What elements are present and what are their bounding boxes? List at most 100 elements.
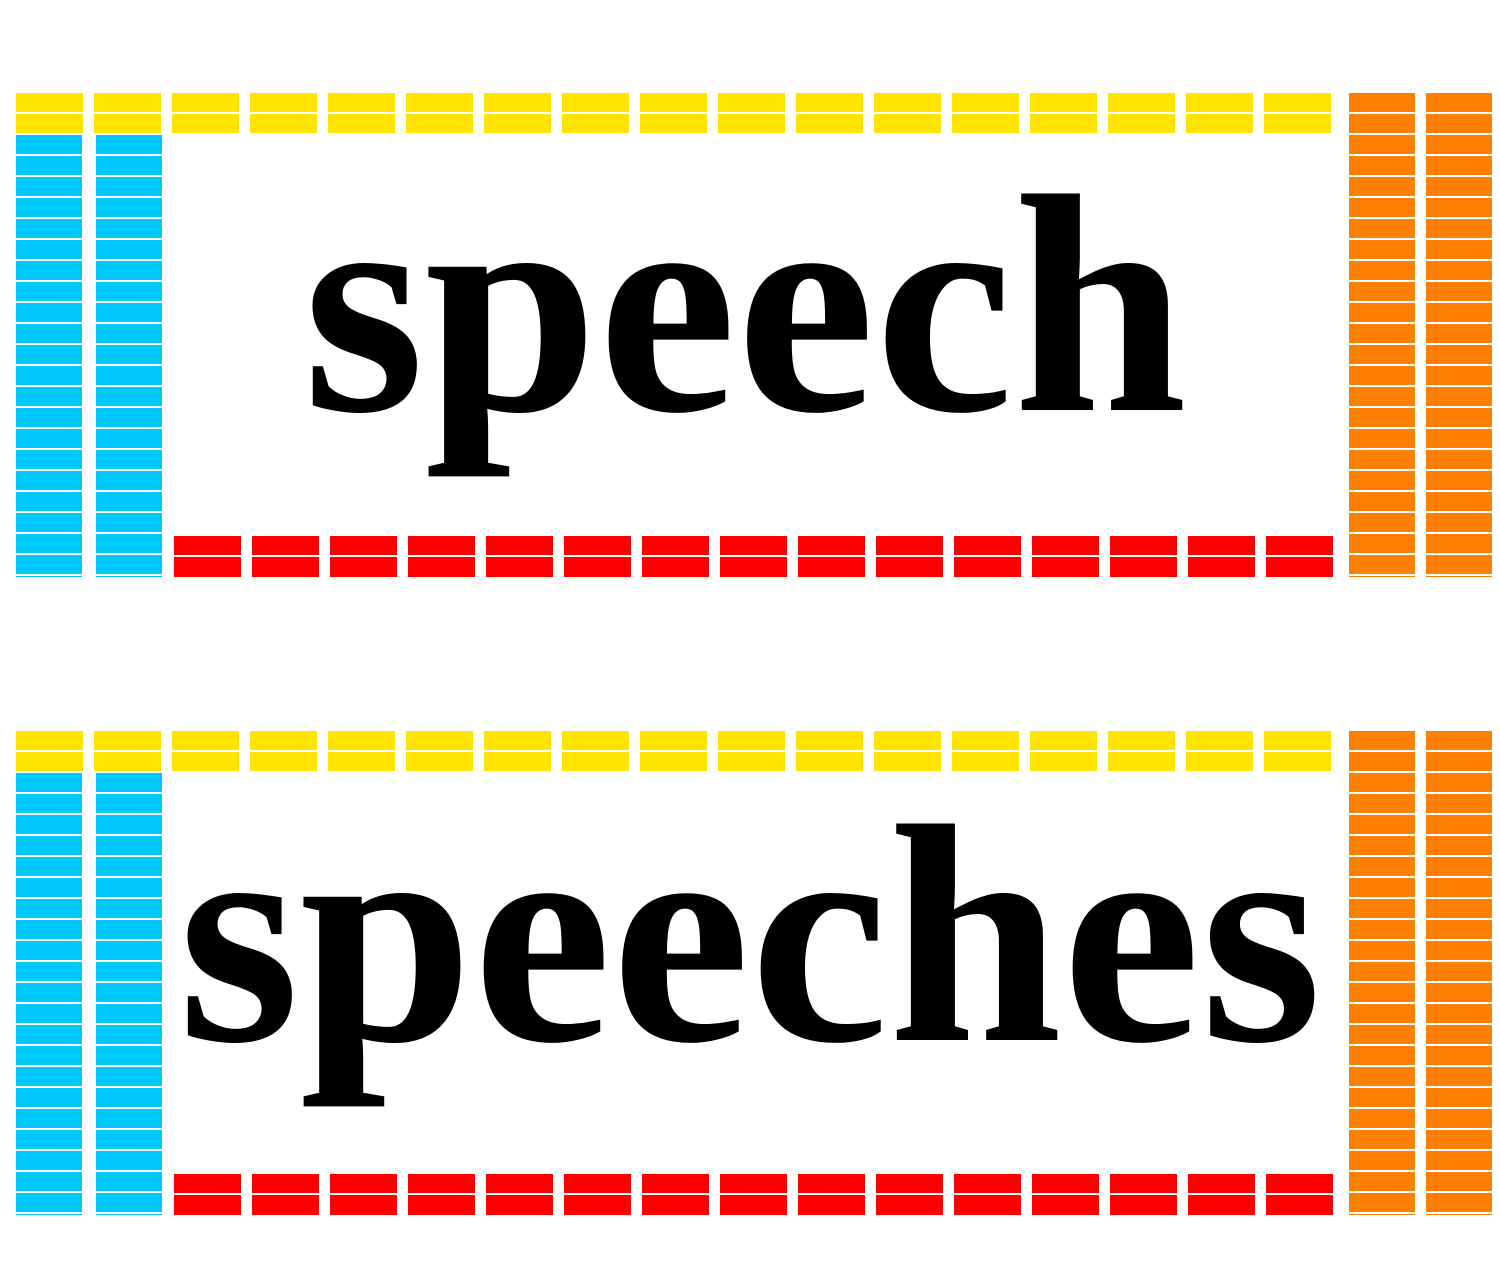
blue-tile <box>16 1088 82 1107</box>
red-tile <box>1032 1195 1099 1215</box>
orange-tile <box>1349 555 1415 574</box>
orange-tile <box>1349 114 1415 133</box>
yellow-tile <box>640 752 707 771</box>
yellow-tile <box>484 731 551 750</box>
yellow-tile <box>952 114 1019 133</box>
orange-tile <box>1426 219 1492 238</box>
red-tile <box>876 1195 943 1215</box>
blue-tile <box>16 920 82 939</box>
red-tile <box>408 1174 475 1193</box>
red-tile <box>252 1174 319 1193</box>
red-tile <box>642 557 709 577</box>
orange-tile <box>1349 156 1415 175</box>
orange-tile <box>1349 731 1415 750</box>
blue-tile <box>16 429 82 448</box>
orange-tile <box>1426 857 1492 876</box>
yellow-tile <box>1264 93 1331 112</box>
blue-tile <box>96 920 162 939</box>
orange-tile <box>1426 752 1492 771</box>
blue-tile <box>96 366 162 385</box>
red-tile <box>1266 536 1333 555</box>
orange-tile <box>1349 492 1415 511</box>
yellow-tile <box>1186 114 1253 133</box>
red-tile <box>486 557 553 577</box>
red-tile <box>486 1174 553 1193</box>
red-tile <box>1110 557 1177 577</box>
red-tile <box>174 557 241 577</box>
red-tile <box>720 1195 787 1215</box>
orange-tile <box>1426 114 1492 133</box>
blue-tile <box>16 177 82 196</box>
red-tile <box>798 1174 865 1193</box>
yellow-tile <box>328 731 395 750</box>
red-tile <box>408 1195 475 1215</box>
blue-tile <box>16 135 82 154</box>
orange-tile <box>1426 261 1492 280</box>
blue-tile <box>96 555 162 574</box>
blue-tile <box>16 1046 82 1065</box>
blue-tile <box>96 857 162 876</box>
orange-tile <box>1426 1025 1492 1044</box>
orange-tile <box>1426 429 1492 448</box>
yellow-tile <box>172 114 239 133</box>
blue-tile <box>16 815 82 834</box>
blue-tile <box>96 983 162 1002</box>
yellow-tile <box>406 114 473 133</box>
yellow-tile <box>1108 114 1175 133</box>
blue-tile <box>96 794 162 813</box>
blue-tile <box>96 962 162 981</box>
orange-tile <box>1349 815 1415 834</box>
yellow-tile <box>562 731 629 750</box>
yellow-tile <box>874 93 941 112</box>
blue-tile <box>16 156 82 175</box>
red-tile <box>252 557 319 577</box>
card-border <box>16 731 1492 1215</box>
orange-tile <box>1349 773 1415 792</box>
orange-tile <box>1349 1109 1415 1128</box>
red-tile <box>876 536 943 555</box>
red-tile <box>1032 557 1099 577</box>
red-tile <box>798 557 865 577</box>
yellow-tile <box>796 752 863 771</box>
yellow-tile <box>172 93 239 112</box>
orange-tile <box>1426 555 1492 574</box>
yellow-tile <box>874 752 941 771</box>
yellow-tile <box>250 114 317 133</box>
yellow-tile <box>874 114 941 133</box>
blue-tile <box>96 450 162 469</box>
blue-tile <box>16 198 82 217</box>
blue-tile <box>16 983 82 1002</box>
yellow-tile <box>94 731 161 750</box>
yellow-tile <box>1186 731 1253 750</box>
yellow-tile <box>1030 114 1097 133</box>
blue-tile <box>96 1004 162 1023</box>
blue-tile <box>16 471 82 490</box>
blue-tile <box>16 773 82 792</box>
blue-tile <box>16 836 82 855</box>
orange-tile <box>1349 366 1415 385</box>
orange-tile <box>1349 1004 1415 1023</box>
blue-tile <box>96 513 162 532</box>
blue-tile <box>96 1130 162 1149</box>
red-tile <box>798 536 865 555</box>
orange-tile <box>1349 387 1415 406</box>
red-tile <box>1266 557 1333 577</box>
orange-tile <box>1426 492 1492 511</box>
blue-tile <box>96 1046 162 1065</box>
orange-tile <box>1349 1025 1415 1044</box>
red-tile <box>1266 1174 1333 1193</box>
blue-tile <box>96 836 162 855</box>
yellow-tile <box>1030 731 1097 750</box>
blue-tile <box>96 303 162 322</box>
orange-tile <box>1349 1067 1415 1086</box>
orange-tile <box>1426 1046 1492 1065</box>
yellow-tile <box>328 93 395 112</box>
yellow-tile <box>874 731 941 750</box>
blue-tile <box>16 899 82 918</box>
red-tile <box>954 1174 1021 1193</box>
word-card: speeches <box>16 731 1492 1215</box>
blue-tile <box>16 219 82 238</box>
orange-tile <box>1349 345 1415 364</box>
red-tile <box>720 536 787 555</box>
